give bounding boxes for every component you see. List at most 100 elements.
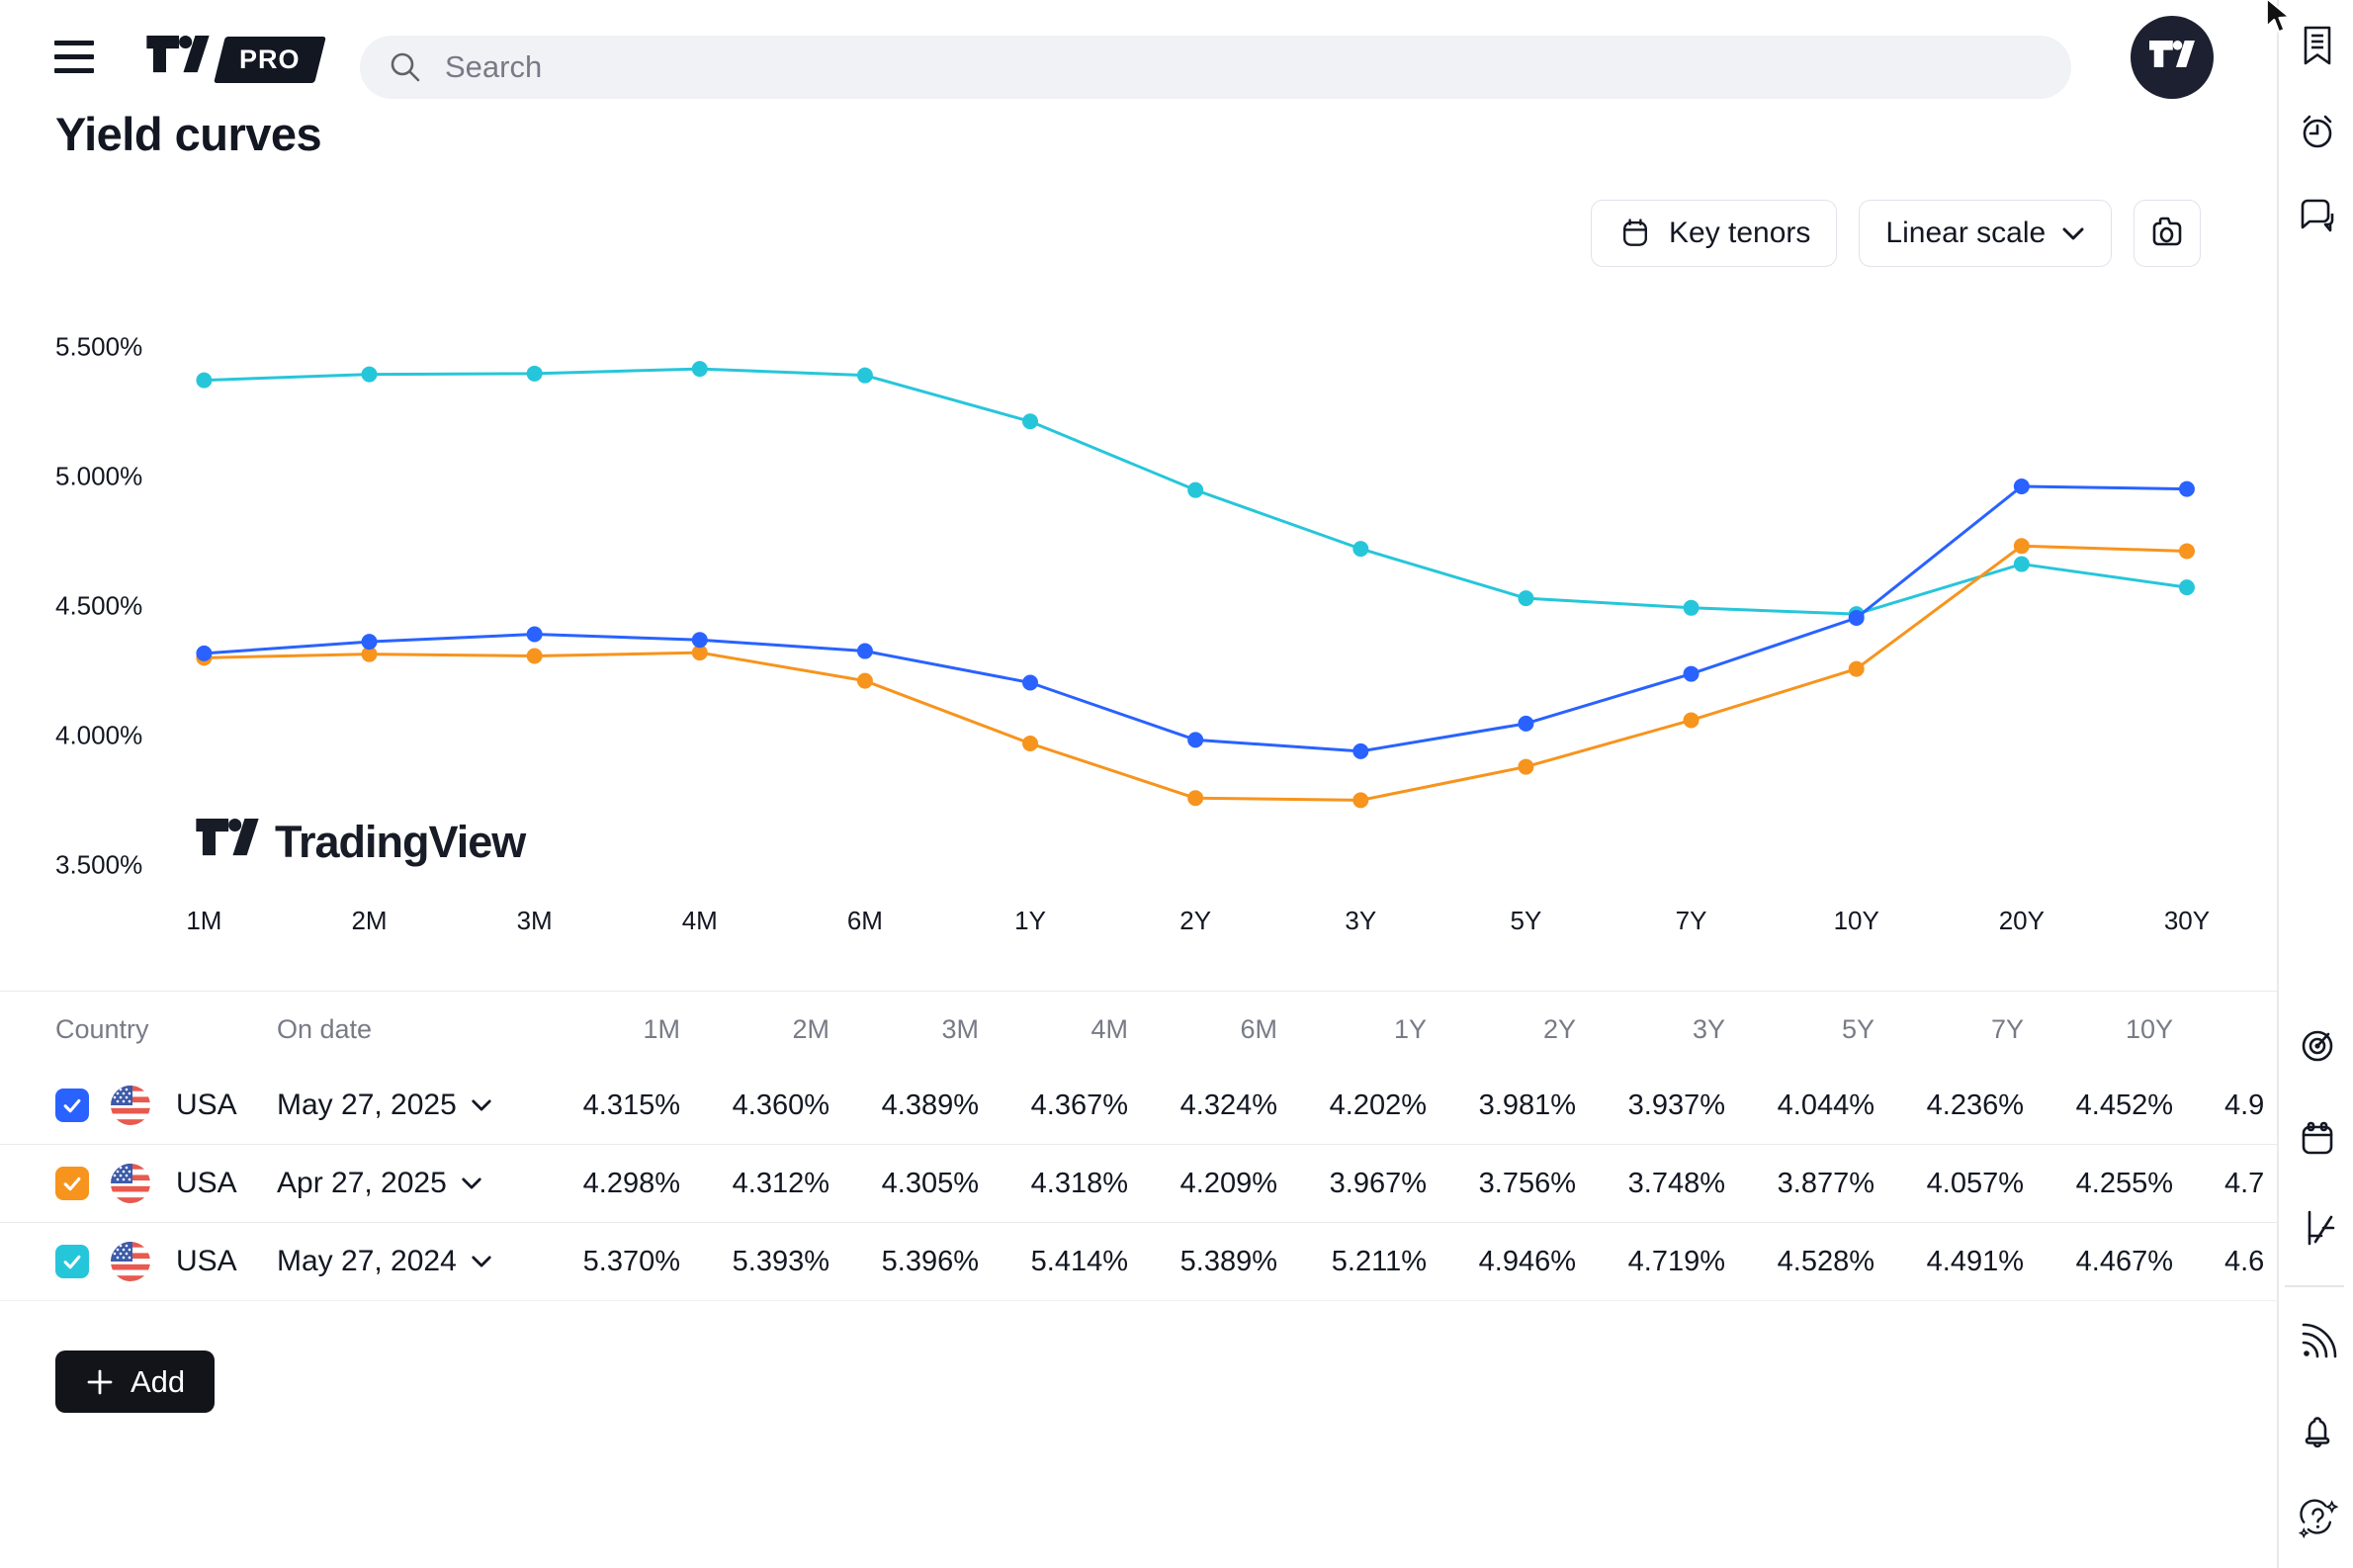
data-point[interactable] xyxy=(856,367,873,384)
yield-value: 4.389% xyxy=(881,1089,979,1121)
yield-value-clipped: 4.7 xyxy=(2224,1167,2265,1199)
table-row: USA May 27, 2025 4.315% 4.360% 4.389% 4.367%… xyxy=(0,1067,2277,1145)
snapshot-button[interactable] xyxy=(2134,200,2202,267)
data-point[interactable] xyxy=(361,646,378,662)
yield-value: 3.937% xyxy=(1627,1089,1725,1121)
search-input[interactable] xyxy=(443,48,2044,86)
yield-value: 5.414% xyxy=(1030,1245,1128,1277)
data-point[interactable] xyxy=(1683,712,1699,729)
hamburger-menu-icon[interactable] xyxy=(54,41,94,74)
data-point[interactable] xyxy=(1352,541,1369,558)
x-axis-tick: 1Y xyxy=(1014,906,1046,935)
data-point[interactable] xyxy=(1352,792,1369,809)
yield-value: 4.946% xyxy=(1478,1245,1576,1277)
yield-value: 4.236% xyxy=(1926,1089,2024,1121)
yield-table: Country On date 1M 2M 3M 4M 6M 1Y 2Y 3Y 5Y 7Y 10Y US… xyxy=(0,991,2277,1301)
yield-value: 4.318% xyxy=(1030,1167,1128,1199)
data-point[interactable] xyxy=(361,366,378,383)
add-curve-button[interactable]: Add xyxy=(55,1350,216,1413)
data-point[interactable] xyxy=(1022,736,1039,752)
country-label: USA xyxy=(176,1167,237,1199)
data-point[interactable] xyxy=(856,672,873,689)
row-checkbox[interactable] xyxy=(55,1089,89,1122)
data-point[interactable] xyxy=(1187,790,1204,807)
data-point[interactable] xyxy=(2013,538,2030,555)
date-dropdown[interactable]: May 27, 2025 xyxy=(277,1089,531,1122)
data-point[interactable] xyxy=(196,645,213,661)
yield-value: 4.360% xyxy=(732,1089,829,1121)
column-header-on-date: On date xyxy=(277,1013,373,1044)
news-feed-icon[interactable] xyxy=(2296,1321,2339,1364)
notifications-bell-icon[interactable] xyxy=(2296,1410,2339,1453)
row-checkbox[interactable] xyxy=(55,1245,89,1278)
data-point[interactable] xyxy=(1683,599,1699,616)
check-icon xyxy=(63,1176,81,1191)
alerts-clock-icon[interactable] xyxy=(2296,109,2339,152)
column-header-4m: 4M xyxy=(1090,1013,1128,1044)
yield-value-clipped: 4.6 xyxy=(2224,1245,2265,1277)
date-dropdown[interactable]: May 27, 2024 xyxy=(277,1245,531,1278)
data-point[interactable] xyxy=(2013,478,2030,494)
data-point[interactable] xyxy=(1187,481,1204,498)
data-point[interactable] xyxy=(2013,556,2030,572)
data-point[interactable] xyxy=(1022,674,1039,691)
date-label: May 27, 2025 xyxy=(277,1089,457,1121)
data-point[interactable] xyxy=(1848,610,1865,627)
yield-curve-chart[interactable]: 5.500% 5.000% 4.500% 4.000% 3.500% 1M 2M 3M 4M 6M… xyxy=(0,0,2277,969)
tradingview-logo[interactable]: PRO xyxy=(146,36,326,83)
y-axis-tick: 4.500% xyxy=(55,590,142,620)
x-axis-tick: 6M xyxy=(847,906,883,935)
data-point[interactable] xyxy=(691,645,708,661)
key-tenors-label: Key tenors xyxy=(1669,217,1811,249)
data-point[interactable] xyxy=(526,626,543,643)
yield-value: 3.981% xyxy=(1478,1089,1576,1121)
chevron-down-icon xyxy=(472,1256,491,1267)
data-point[interactable] xyxy=(361,634,378,651)
data-point[interactable] xyxy=(691,632,708,649)
user-avatar[interactable] xyxy=(2131,16,2214,99)
data-point[interactable] xyxy=(196,372,213,389)
date-dropdown[interactable]: Apr 27, 2025 xyxy=(277,1167,531,1200)
column-header-country: Country xyxy=(55,1013,149,1044)
chat-icon[interactable] xyxy=(2296,194,2339,237)
search-bar[interactable] xyxy=(360,36,2071,99)
x-axis-tick: 2M xyxy=(351,906,387,935)
yield-curves-icon[interactable] xyxy=(2296,1206,2339,1250)
screener-radar-icon[interactable] xyxy=(2296,1024,2339,1068)
tradingview-glyph-icon xyxy=(146,36,210,73)
row-checkbox[interactable] xyxy=(55,1167,89,1200)
data-point[interactable] xyxy=(1518,590,1534,607)
data-point[interactable] xyxy=(2178,480,2195,497)
usa-flag-icon xyxy=(111,1164,150,1203)
scale-label: Linear scale xyxy=(1885,217,2047,249)
data-point[interactable] xyxy=(1848,660,1865,677)
data-point[interactable] xyxy=(1352,742,1369,759)
scale-select[interactable]: Linear scale xyxy=(1859,200,2113,267)
yield-value: 4.367% xyxy=(1030,1089,1128,1121)
column-header-3y: 3Y xyxy=(1692,1013,1725,1044)
data-point[interactable] xyxy=(1022,413,1039,430)
chevron-down-icon xyxy=(2062,227,2084,239)
yield-value: 4.044% xyxy=(1777,1089,1874,1121)
data-point[interactable] xyxy=(526,365,543,382)
country-flag xyxy=(111,1086,176,1125)
y-axis-tick: 4.000% xyxy=(55,720,142,749)
data-point[interactable] xyxy=(526,648,543,664)
help-icon[interactable] xyxy=(2296,1497,2339,1540)
data-point[interactable] xyxy=(1518,758,1534,775)
data-point[interactable] xyxy=(1187,732,1204,748)
date-label: Apr 27, 2025 xyxy=(277,1167,447,1199)
calendar-icon[interactable] xyxy=(2296,1117,2339,1161)
yield-value: 3.967% xyxy=(1329,1167,1427,1199)
watchlist-icon[interactable] xyxy=(2296,24,2339,67)
data-point[interactable] xyxy=(1683,665,1699,682)
data-point[interactable] xyxy=(1518,715,1534,732)
x-axis-tick: 20Y xyxy=(1999,906,2045,935)
data-point[interactable] xyxy=(856,643,873,659)
data-point[interactable] xyxy=(691,361,708,378)
page-title: Yield curves xyxy=(55,108,322,160)
data-point[interactable] xyxy=(2178,543,2195,560)
data-point[interactable] xyxy=(2178,579,2195,596)
key-tenors-button[interactable]: Key tenors xyxy=(1591,200,1838,267)
